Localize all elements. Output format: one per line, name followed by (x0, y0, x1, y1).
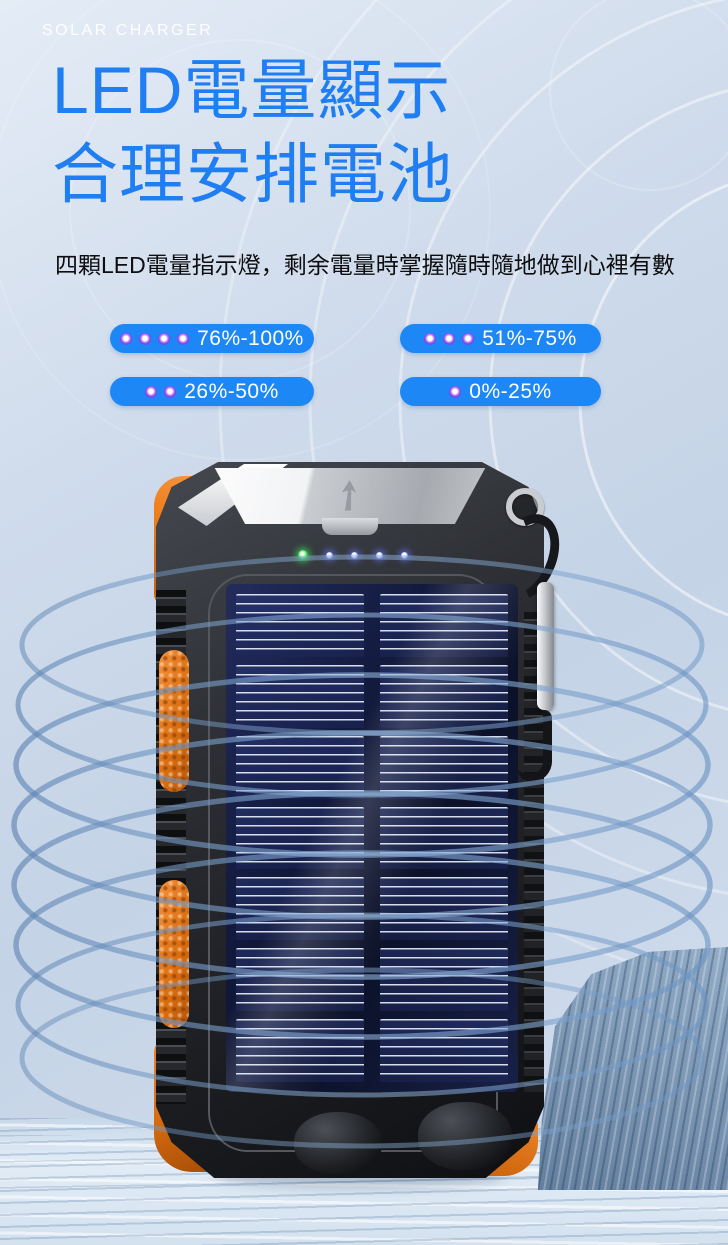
snow-dune-right (538, 946, 728, 1190)
solar-panel (226, 584, 518, 1092)
led-dot-icon (139, 332, 152, 345)
solar-cell (380, 735, 508, 799)
battery-range-label: 26%-50% (184, 379, 279, 403)
solar-power-bank (154, 462, 573, 1178)
device-foot (294, 1112, 382, 1174)
led-dot-group (145, 385, 177, 398)
status-led-green-icon (298, 550, 308, 560)
led-dot-icon (120, 332, 133, 345)
solar-cell (380, 664, 508, 728)
led-dot-icon (177, 332, 190, 345)
top-notch (322, 518, 378, 535)
solar-cell (236, 1019, 364, 1082)
compass-arrow-icon (341, 480, 357, 511)
led-dot-group (449, 385, 462, 398)
led-dot-group (424, 332, 475, 345)
device-foot (418, 1102, 512, 1170)
status-led-blue-icon (401, 551, 408, 559)
battery-range-label: 76%-100% (197, 326, 304, 350)
solar-cell (380, 877, 508, 941)
carabiner-clip (479, 486, 573, 786)
battery-range-pill: 26%-50% (110, 377, 314, 406)
page-subtitle: 四顆LED電量指示燈，剩余電量時掌握隨時隨地做到心裡有數 (55, 252, 675, 278)
solar-cell (380, 806, 508, 870)
battery-range-label: 0%-25% (469, 379, 552, 403)
led-dot-group (120, 332, 190, 345)
battery-range-label: 51%-75% (482, 326, 577, 350)
battery-level-grid: 76%-100% 51%-75% 26%-50% 0%-25% (110, 324, 601, 406)
battery-range-pill: 76%-100% (110, 324, 314, 353)
status-led-blue-icon (326, 551, 333, 559)
solar-cell (236, 735, 364, 799)
battery-range-pill: 0%-25% (400, 377, 601, 406)
led-dot-icon (145, 385, 158, 398)
led-dot-icon (449, 385, 462, 398)
carabiner-gate (537, 582, 554, 710)
status-led-blue-icon (351, 551, 358, 559)
page-title: LED電量顯示 合理安排電池 (52, 48, 454, 217)
device-body (156, 462, 544, 1178)
solar-cell (380, 1019, 508, 1082)
eyebrow-label: SOLAR CHARGER (42, 22, 214, 39)
solar-cell (236, 664, 364, 728)
led-dot-icon (158, 332, 171, 345)
solar-cell (380, 594, 508, 657)
keyring-icon (506, 488, 544, 526)
orange-grip-pad (159, 880, 189, 1028)
led-dot-icon (443, 332, 456, 345)
solar-cell (236, 948, 364, 1012)
status-led-row (298, 550, 408, 560)
led-dot-icon (164, 385, 177, 398)
status-led-blue-icon (376, 551, 383, 559)
battery-range-pill: 51%-75% (400, 324, 601, 353)
solar-cell (236, 594, 364, 657)
led-dot-icon (424, 332, 437, 345)
carabiner-hook-bottom (517, 710, 552, 782)
title-line-2: 合理安排電池 (52, 137, 454, 212)
solar-cell (236, 877, 364, 941)
led-dot-icon (462, 332, 475, 345)
title-line-1: LED電量顯示 (52, 53, 452, 127)
solar-cell (236, 806, 364, 870)
orange-grip-pad (159, 650, 189, 792)
solar-cell (380, 948, 508, 1012)
